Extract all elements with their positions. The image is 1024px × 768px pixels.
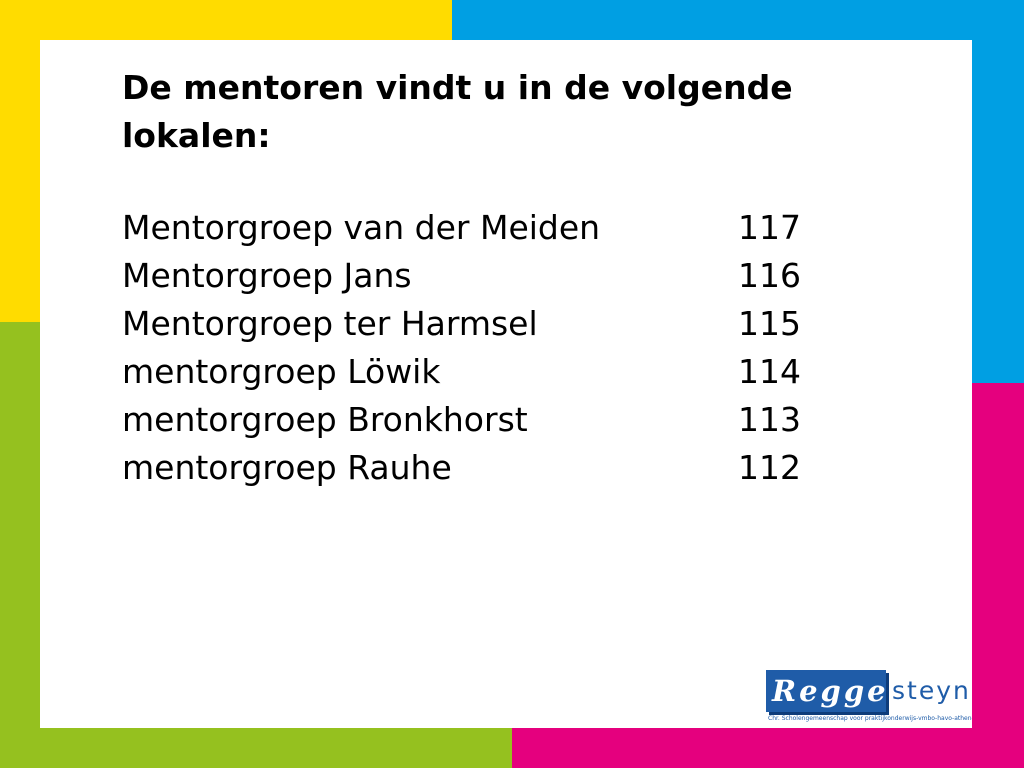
- logo-text-steyn: steyn: [892, 676, 971, 705]
- mentor-group-name: Mentorgroep Jans: [122, 256, 412, 295]
- room-number: 114: [738, 352, 801, 391]
- mentor-group-name: mentorgroep Löwik: [122, 352, 441, 391]
- room-number: 116: [738, 256, 801, 295]
- mentor-group-name: mentorgroep Rauhe: [122, 448, 452, 487]
- mentor-group-name: Mentorgroep van der Meiden: [122, 208, 601, 247]
- reggesteyn-logo: Regge steyn Chr. Scholengemeenschap voor…: [764, 670, 972, 728]
- room-number: 115: [738, 304, 801, 343]
- mentor-group-name: mentorgroep Bronkhorst: [122, 400, 528, 439]
- list-item: mentorgroep Bronkhorst 113: [122, 396, 842, 444]
- room-number: 112: [738, 448, 801, 487]
- room-number: 117: [738, 208, 801, 247]
- logo-tagline: Chr. Scholengemeenschap voor praktijkond…: [768, 715, 972, 722]
- mentor-group-name: Mentorgroep ter Harmsel: [122, 304, 538, 343]
- list-item: Mentorgroep van der Meiden 117: [122, 204, 842, 252]
- list-item: Mentorgroep ter Harmsel 115: [122, 300, 842, 348]
- slide-content-area: [40, 40, 972, 728]
- logo-box: Regge: [766, 670, 886, 712]
- list-item: mentorgroep Löwik 114: [122, 348, 842, 396]
- list-item: Mentorgroep Jans 116: [122, 252, 842, 300]
- list-item: mentorgroep Rauhe 112: [122, 444, 842, 492]
- logo-text-regge: Regge: [772, 674, 889, 708]
- room-number: 113: [738, 400, 801, 439]
- slide-title: De mentoren vindt u in de volgende lokal…: [122, 68, 793, 155]
